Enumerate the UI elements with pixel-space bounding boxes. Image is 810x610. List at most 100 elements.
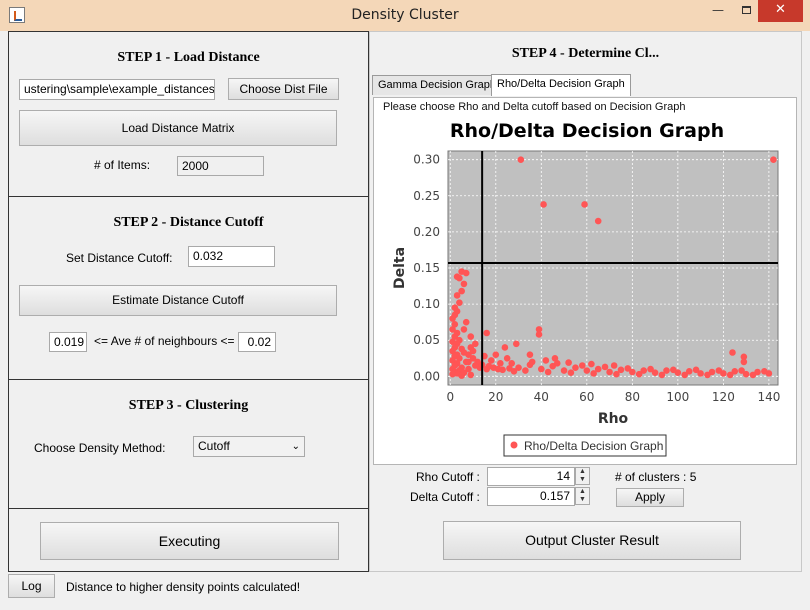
data-point [635, 370, 643, 378]
y-tick-label: 0.00 [413, 369, 440, 383]
close-button[interactable]: ✕ [758, 0, 803, 22]
data-point [581, 201, 588, 208]
data-point [740, 353, 748, 361]
apply-button[interactable]: Apply [616, 488, 684, 507]
data-point [499, 366, 506, 374]
data-point [663, 367, 670, 374]
choose-dist-file-button[interactable]: Choose Dist File [228, 78, 339, 100]
distance-cutoff-input[interactable]: 0.032 [188, 246, 275, 267]
data-point [629, 368, 636, 376]
data-point [501, 344, 509, 351]
data-point [512, 340, 520, 348]
spinner-up-icon[interactable]: ▲ [579, 488, 586, 495]
data-point [462, 318, 470, 326]
title-bar: Density Cluster — ✕ [0, 0, 810, 31]
data-point [449, 315, 456, 322]
data-point [640, 367, 648, 374]
data-point [460, 280, 468, 288]
dist-file-path-field[interactable]: ustering\sample\example_distances.dat [19, 79, 215, 100]
window-title: Density Cluster [351, 7, 459, 23]
density-method-select[interactable]: Cutoff ⌄ [193, 436, 305, 457]
data-point [583, 367, 591, 374]
data-point [729, 349, 736, 356]
spinner-down-icon[interactable]: ▼ [579, 496, 586, 503]
y-tick-label: 0.25 [413, 189, 440, 203]
legend-marker [510, 441, 518, 449]
data-point [540, 201, 547, 208]
y-tick-label: 0.20 [413, 225, 440, 239]
data-point [517, 156, 525, 163]
data-point [497, 360, 504, 367]
data-point [738, 367, 745, 374]
y-tick-label: 0.10 [413, 297, 440, 311]
status-bar: Log Distance to higher density points ca… [0, 572, 810, 610]
estimate-distance-cutoff-button[interactable]: Estimate Distance Cutoff [19, 285, 337, 316]
tab-rho-delta-decision-graph[interactable]: Rho/Delta Decision Graph [491, 74, 631, 96]
step3-title: STEP 3 - Clustering [128, 398, 249, 413]
data-point [456, 274, 463, 282]
legend-box [503, 434, 667, 457]
rho-delta-chart[interactable]: Rho/Delta Decision Graph 0 20 40 60 80 100 120… [380, 115, 794, 460]
data-point [740, 358, 748, 366]
tab-gamma-decision-graph[interactable]: Gamma Decision Graph [372, 75, 502, 95]
delta-cutoff-input[interactable]: 0.157 [487, 487, 575, 506]
data-point [449, 347, 456, 355]
density-method-label: Choose Density Method: [34, 441, 166, 455]
data-point [647, 365, 654, 373]
chart-legend: Rho/Delta Decision Graph [503, 434, 667, 457]
cutoff-lines[interactable] [448, 151, 778, 385]
data-point [467, 333, 475, 340]
data-point [522, 367, 529, 374]
data-point [449, 370, 456, 378]
log-button[interactable]: Log [8, 574, 55, 598]
data-point [449, 326, 456, 333]
data-point [515, 364, 522, 371]
neighbours-min-input[interactable]: 0.019 [49, 332, 87, 352]
distance-cutoff-label: Set Distance Cutoff: [66, 251, 173, 265]
data-point [510, 367, 518, 375]
data-point [553, 360, 561, 367]
output-cluster-result-button[interactable]: Output Cluster Result [443, 521, 741, 560]
grid-lines [448, 151, 778, 385]
minimize-button[interactable]: — [712, 3, 724, 17]
spinner-up-icon[interactable]: ▲ [579, 468, 586, 475]
step3-panel: STEP 3 - Clustering Choose Density Metho… [8, 379, 369, 509]
data-point [465, 358, 472, 366]
data-point [456, 299, 463, 306]
step2-title: STEP 2 - Distance Cutoff [113, 215, 264, 230]
x-tick-label: 40 [534, 390, 549, 404]
data-point [508, 360, 516, 367]
data-point [685, 367, 693, 375]
rho-cutoff-input[interactable]: 14 [487, 467, 575, 486]
data-point [651, 369, 659, 377]
x-tick-label: 60 [579, 390, 594, 404]
x-tick-label: 20 [488, 390, 503, 404]
data-point [465, 365, 472, 373]
cluster-count-label: # of clusters : 5 [615, 470, 697, 484]
data-point [567, 369, 575, 377]
load-distance-matrix-button[interactable]: Load Distance Matrix [19, 110, 337, 146]
data-point [726, 371, 734, 379]
execute-button[interactable]: Executing [40, 522, 339, 560]
data-point [472, 340, 479, 348]
x-tick-label: 0 [446, 390, 454, 404]
delta-cutoff-spinner[interactable]: ▲ ▼ [575, 487, 590, 505]
spinner-down-icon[interactable]: ▼ [579, 476, 586, 483]
data-point [770, 156, 777, 163]
step1-title: STEP 1 - Load Distance [117, 50, 260, 65]
neighbours-max-input[interactable]: 0.02 [238, 332, 276, 352]
neighbours-range-label: <= Ave # of neighbours <= [94, 334, 235, 348]
maximize-button[interactable] [733, 0, 759, 22]
data-point [560, 367, 568, 374]
chart-title: Rho/Delta Decision Graph [450, 120, 724, 142]
data-point [594, 365, 602, 373]
rho-cutoff-spinner[interactable]: ▲ ▼ [575, 467, 590, 485]
data-point [606, 368, 613, 376]
data-point [487, 357, 495, 364]
data-point [551, 354, 559, 362]
data-points [449, 156, 777, 379]
data-point [460, 326, 468, 333]
delta-cutoff-label: Delta Cutoff : [410, 490, 480, 504]
data-point [538, 365, 545, 373]
data-point [715, 367, 723, 374]
